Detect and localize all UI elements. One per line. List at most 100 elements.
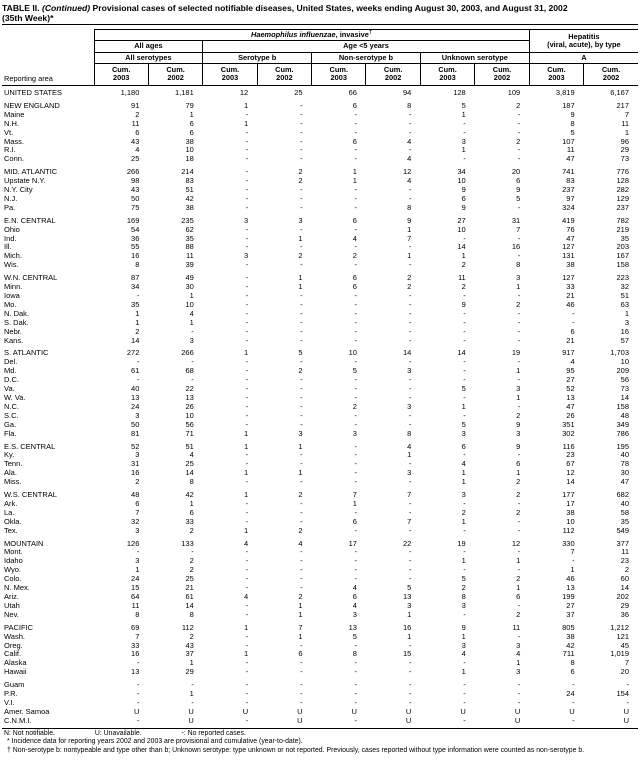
value-cell: 66 xyxy=(348,87,357,97)
value-cell: 3 xyxy=(407,366,412,376)
state-row: La. 7 6 - - - - 2 2 38 58 xyxy=(2,508,638,518)
state-row: Wash. 7 2 - 1 5 1 1 - 38 121 xyxy=(2,631,638,642)
state-row: Ala. 16 14 1 1 - 3 1 1 12 30 xyxy=(2,468,638,478)
value-cell: 4 xyxy=(352,600,357,610)
value-cell: - xyxy=(191,326,194,336)
state-row: Idaho 3 2 - - - - 1 1 - 23 xyxy=(2,556,638,566)
value-cell: 9 xyxy=(516,419,521,429)
state-row: Del. - - - - - - - - 4 10 xyxy=(2,357,638,367)
value-cell: - xyxy=(300,242,303,252)
value-cell: 1 xyxy=(298,468,303,478)
value-cell: - xyxy=(300,547,303,557)
value-cell: - xyxy=(354,260,357,270)
value-cell: - xyxy=(408,291,412,301)
value-cell: 217 xyxy=(616,100,630,110)
value-cell: - xyxy=(354,556,357,566)
value-cell: 63 xyxy=(620,299,630,309)
value-cell: 94 xyxy=(403,87,412,97)
value-cell: 60 xyxy=(620,574,630,584)
value-cell: 16 xyxy=(131,468,140,478)
value-cell: 2 xyxy=(189,525,194,535)
value-cell: 55 xyxy=(131,242,140,252)
value-cell: - xyxy=(245,680,249,690)
value-cell: - xyxy=(300,224,303,234)
value-cell: U xyxy=(514,715,521,725)
value-cell: 10 xyxy=(457,224,466,234)
cum-2003-header: Cum. 2003 xyxy=(528,63,584,86)
reporting-area-cell: Wash. xyxy=(4,631,25,641)
state-row: Pa. 75 38 - - - 8 9 - 324 237 xyxy=(2,202,638,213)
reporting-area-cell: Maine xyxy=(4,109,25,119)
value-cell: 1 xyxy=(352,167,357,177)
value-cell: - xyxy=(300,477,303,487)
value-cell: - xyxy=(517,516,521,526)
value-cell: 18 xyxy=(185,154,194,164)
value-cell: 5 xyxy=(461,384,466,394)
value-cell: 25 xyxy=(185,574,194,584)
value-cell: 30 xyxy=(620,468,630,478)
value-cell: 75 xyxy=(131,202,140,212)
value-cell: 324 xyxy=(562,202,575,212)
value-cell: 61 xyxy=(185,592,194,602)
reporting-area-header: Reporting area xyxy=(2,29,95,86)
state-row: Wis. 8 39 - - - - 2 8 38 158 xyxy=(2,260,638,270)
value-cell: 45 xyxy=(620,640,630,650)
value-cell: 36 xyxy=(620,609,630,619)
value-cell: 5 xyxy=(352,366,357,376)
value-cell: 34 xyxy=(457,167,466,177)
value-cell: - xyxy=(245,516,249,526)
value-cell: - xyxy=(300,498,303,508)
value-cell: 3 xyxy=(516,273,521,283)
value-cell: 3 xyxy=(189,335,194,345)
value-cell: - xyxy=(245,317,249,327)
value-cell: - xyxy=(408,410,412,420)
value-cell: 11 xyxy=(457,273,466,283)
value-cell: 42 xyxy=(185,193,194,203)
value-cell: - xyxy=(300,583,303,593)
value-cell: 1 xyxy=(189,291,194,301)
value-cell: 11 xyxy=(621,118,630,128)
value-cell: - xyxy=(300,680,303,690)
region-row: E.S. CENTRAL 52 51 1 1 - 4 6 9 116 195 xyxy=(2,439,638,452)
value-cell: 9 xyxy=(461,299,466,309)
value-cell: 20 xyxy=(620,667,630,677)
legend-not-notifiable: N: Not notifiable. xyxy=(4,729,55,737)
value-cell: - xyxy=(354,680,357,690)
value-cell: - xyxy=(245,410,249,420)
state-row: Wyo. 1 2 - - - - - - 1 2 xyxy=(2,565,638,575)
value-cell: 11 xyxy=(512,622,521,632)
value-cell: - xyxy=(517,109,521,119)
value-cell: 1 xyxy=(461,631,466,641)
value-cell: - xyxy=(463,680,466,690)
value-cell: - xyxy=(463,658,466,668)
value-cell: - xyxy=(245,697,249,707)
value-cell: 43 xyxy=(185,640,194,650)
value-cell: 158 xyxy=(616,401,630,411)
value-cell: 6 xyxy=(461,193,466,203)
reporting-area-cell: Tenn. xyxy=(4,459,23,469)
value-cell: 782 xyxy=(616,215,630,225)
value-cell: 98 xyxy=(131,176,140,186)
value-cell: 33 xyxy=(131,640,140,650)
reporting-area-cell: Md. xyxy=(4,366,17,376)
state-row: N. Mex. 15 21- -4 5 2 1 13 14 xyxy=(2,583,638,593)
footnotes: N: Not notifiable. U: Unavailable. -: No… xyxy=(2,729,638,755)
value-cell: 35 xyxy=(620,516,630,526)
value-cell: 1 xyxy=(135,565,140,575)
value-cell: 1 xyxy=(189,498,194,508)
value-cell: - xyxy=(408,185,412,195)
value-cell: 4 xyxy=(570,357,575,367)
value-cell: 88 xyxy=(185,242,194,252)
value-cell: - xyxy=(300,667,303,677)
value-cell: 10 xyxy=(620,357,630,367)
footnote-dagger: † Non-serotype b: nontypeable and type o… xyxy=(7,746,585,754)
value-cell: - xyxy=(408,242,412,252)
value-cell: 15 xyxy=(403,649,412,659)
value-cell: 7 xyxy=(135,631,140,641)
value-cell: - xyxy=(191,680,194,690)
value-cell: 30 xyxy=(185,282,194,292)
value-cell: - xyxy=(517,127,521,137)
value-cell: 51 xyxy=(185,185,194,195)
value-cell: 4 xyxy=(244,592,249,602)
